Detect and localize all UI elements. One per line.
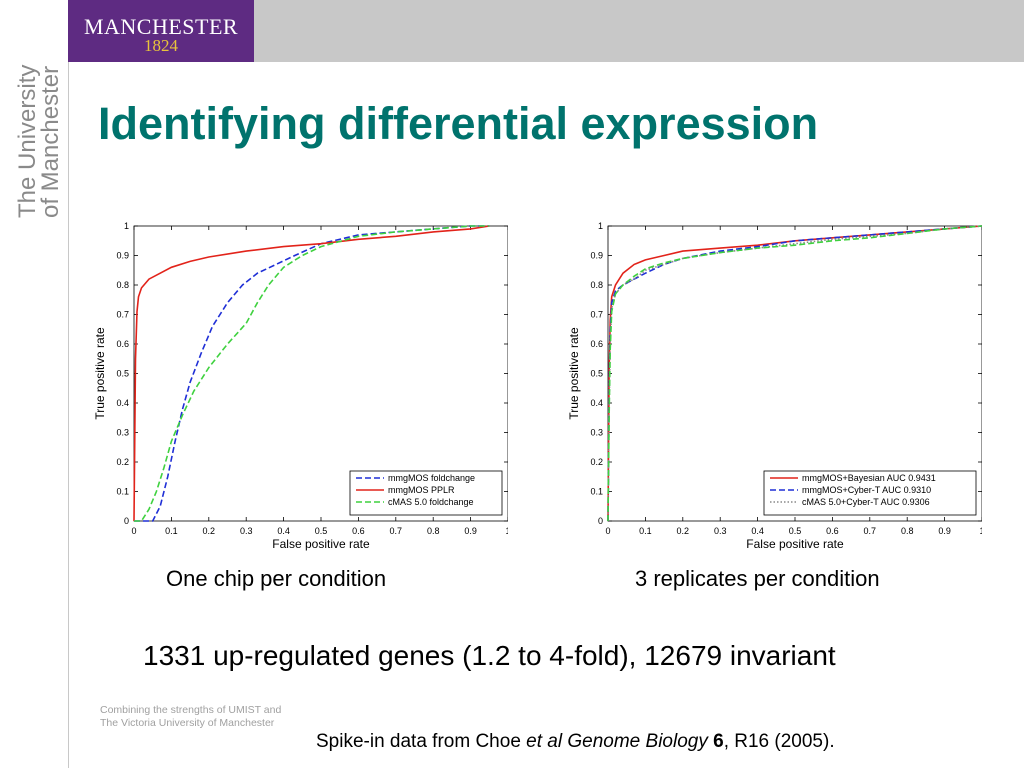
x-tick-label: 0.1	[639, 526, 652, 536]
x-tick-label: 0.2	[677, 526, 690, 536]
y-tick-label: 0.5	[590, 369, 603, 379]
logo-year: 1824	[144, 36, 178, 55]
x-tick-label: 0.7	[390, 526, 403, 536]
legend-label: cMAS 5.0 foldchange	[388, 497, 474, 507]
x-tick-label: 0	[605, 526, 610, 536]
x-tick-label: 0.6	[826, 526, 839, 536]
legend-label: mmgMOS+Cyber-T AUC 0.9310	[802, 485, 931, 495]
logo-name: MANCHESTER	[83, 14, 239, 39]
wordmark-line-2: of Manchester	[37, 65, 64, 218]
x-tick-label: 0.4	[751, 526, 764, 536]
y-tick-label: 0.7	[590, 310, 603, 320]
citation-volume: 6	[713, 731, 724, 752]
y-tick-label: 0.5	[116, 369, 129, 379]
roc-chart-three-replicates: 0 0.1 0.2 0.3 0.4 0.5 0.6 0.7 0.8 0.9 1 0 0.1 0.2 0.3 0…	[566, 216, 985, 556]
legend-label: mmgMOS PPLR	[388, 485, 455, 495]
citation-suffix: , R16 (2005).	[723, 731, 835, 752]
x-tick-label: 0.3	[714, 526, 727, 536]
roc-chart-one-chip: 0 0.1 0.2 0.3 0.4 0.5 0.6 0.7 0.8 0.9 1 0 0.1 0.2 0.3 0…	[92, 216, 511, 556]
x-tick-label: 0.5	[315, 526, 328, 536]
y-tick-label: 0.1	[116, 487, 129, 497]
x-tick-label: 0.9	[938, 526, 951, 536]
x-axis-label: False positive rate	[746, 537, 844, 551]
wordmark-line-1: The University	[14, 64, 41, 218]
x-tick-label: 0.3	[240, 526, 253, 536]
summary-stat: 1331 up-regulated genes (1.2 to 4-fold),…	[143, 640, 836, 671]
university-wordmark: The University of Manchester	[14, 58, 64, 218]
y-tick-label: 0.4	[116, 398, 129, 408]
x-tick-label: 0.7	[864, 526, 877, 536]
x-tick-label: 1	[979, 526, 982, 536]
x-axis-label: False positive rate	[272, 537, 370, 551]
university-logo: MANCHESTER 1824	[68, 0, 254, 62]
citation-journal: et al Genome Biology	[526, 731, 708, 752]
x-tick-label: 0.8	[901, 526, 914, 536]
citation-prefix: Spike-in data from Choe	[316, 731, 527, 752]
footer-note: Combining the strengths of UMIST and The…	[100, 704, 281, 730]
y-axis-label: True positive rate	[567, 327, 581, 420]
y-tick-label: 0.2	[116, 457, 129, 467]
series-line-3	[607, 225, 983, 522]
caption-left: One chip per condition	[166, 566, 387, 591]
x-tick-label: 0.2	[203, 526, 216, 536]
y-tick-label: 0.4	[590, 398, 603, 408]
y-tick-label: 0.1	[590, 487, 603, 497]
y-tick-label: 0.3	[116, 428, 129, 438]
footer-line-1: Combining the strengths of UMIST and	[100, 704, 282, 716]
series-line-1	[133, 225, 490, 522]
series-line-1	[607, 225, 983, 522]
y-tick-label: 1	[124, 221, 129, 231]
x-tick-label: 1	[505, 526, 508, 536]
legend-box	[763, 470, 977, 516]
x-tick-label: 0.5	[789, 526, 802, 536]
y-tick-label: 0.3	[590, 428, 603, 438]
roc-chart-right-svg: 0 0.1 0.2 0.3 0.4 0.5 0.6 0.7 0.8 0.9 1 0 0.1 0.2 0.3 0…	[567, 221, 985, 551]
x-tick-label: 0.4	[277, 526, 290, 536]
legend-label: cMAS 5.0+Cyber-T AUC 0.9306	[802, 497, 930, 507]
y-tick-label: 0.6	[116, 339, 129, 349]
y-tick-label: 0.8	[116, 280, 129, 290]
x-tick-label: 0.8	[427, 526, 440, 536]
y-tick-label: 0.6	[590, 339, 603, 349]
series-line-2	[607, 225, 983, 522]
legend-label: mmgMOS foldchange	[388, 473, 475, 483]
legend-label: mmgMOS+Bayesian AUC 0.9431	[802, 473, 936, 483]
y-tick-label: 0	[598, 516, 603, 526]
citation: Spike-in data from Choe et al Genome Bio…	[316, 731, 835, 753]
y-tick-label: 0.7	[116, 310, 129, 320]
y-tick-label: 0	[124, 516, 129, 526]
y-tick-label: 0.2	[590, 457, 603, 467]
x-tick-label: 0	[131, 526, 136, 536]
y-tick-label: 0.8	[590, 280, 603, 290]
sidebar-divider	[68, 62, 69, 768]
sidebar: The University of Manchester	[0, 0, 68, 768]
x-tick-label: 0.9	[464, 526, 477, 536]
x-tick-label: 0.1	[165, 526, 178, 536]
footer-line-2: The Victoria University of Manchester	[100, 717, 275, 729]
y-tick-label: 1	[598, 221, 603, 231]
caption-right: 3 replicates per condition	[635, 566, 880, 591]
x-tick-label: 0.6	[352, 526, 365, 536]
y-tick-label: 0.9	[590, 251, 603, 261]
y-axis-label: True positive rate	[93, 327, 107, 420]
roc-chart-left-svg: 0 0.1 0.2 0.3 0.4 0.5 0.6 0.7 0.8 0.9 1 0 0.1 0.2 0.3 0…	[93, 221, 511, 551]
slide-title: Identifying differential expression	[98, 98, 819, 149]
y-tick-label: 0.9	[116, 251, 129, 261]
series-line-2	[134, 225, 490, 522]
